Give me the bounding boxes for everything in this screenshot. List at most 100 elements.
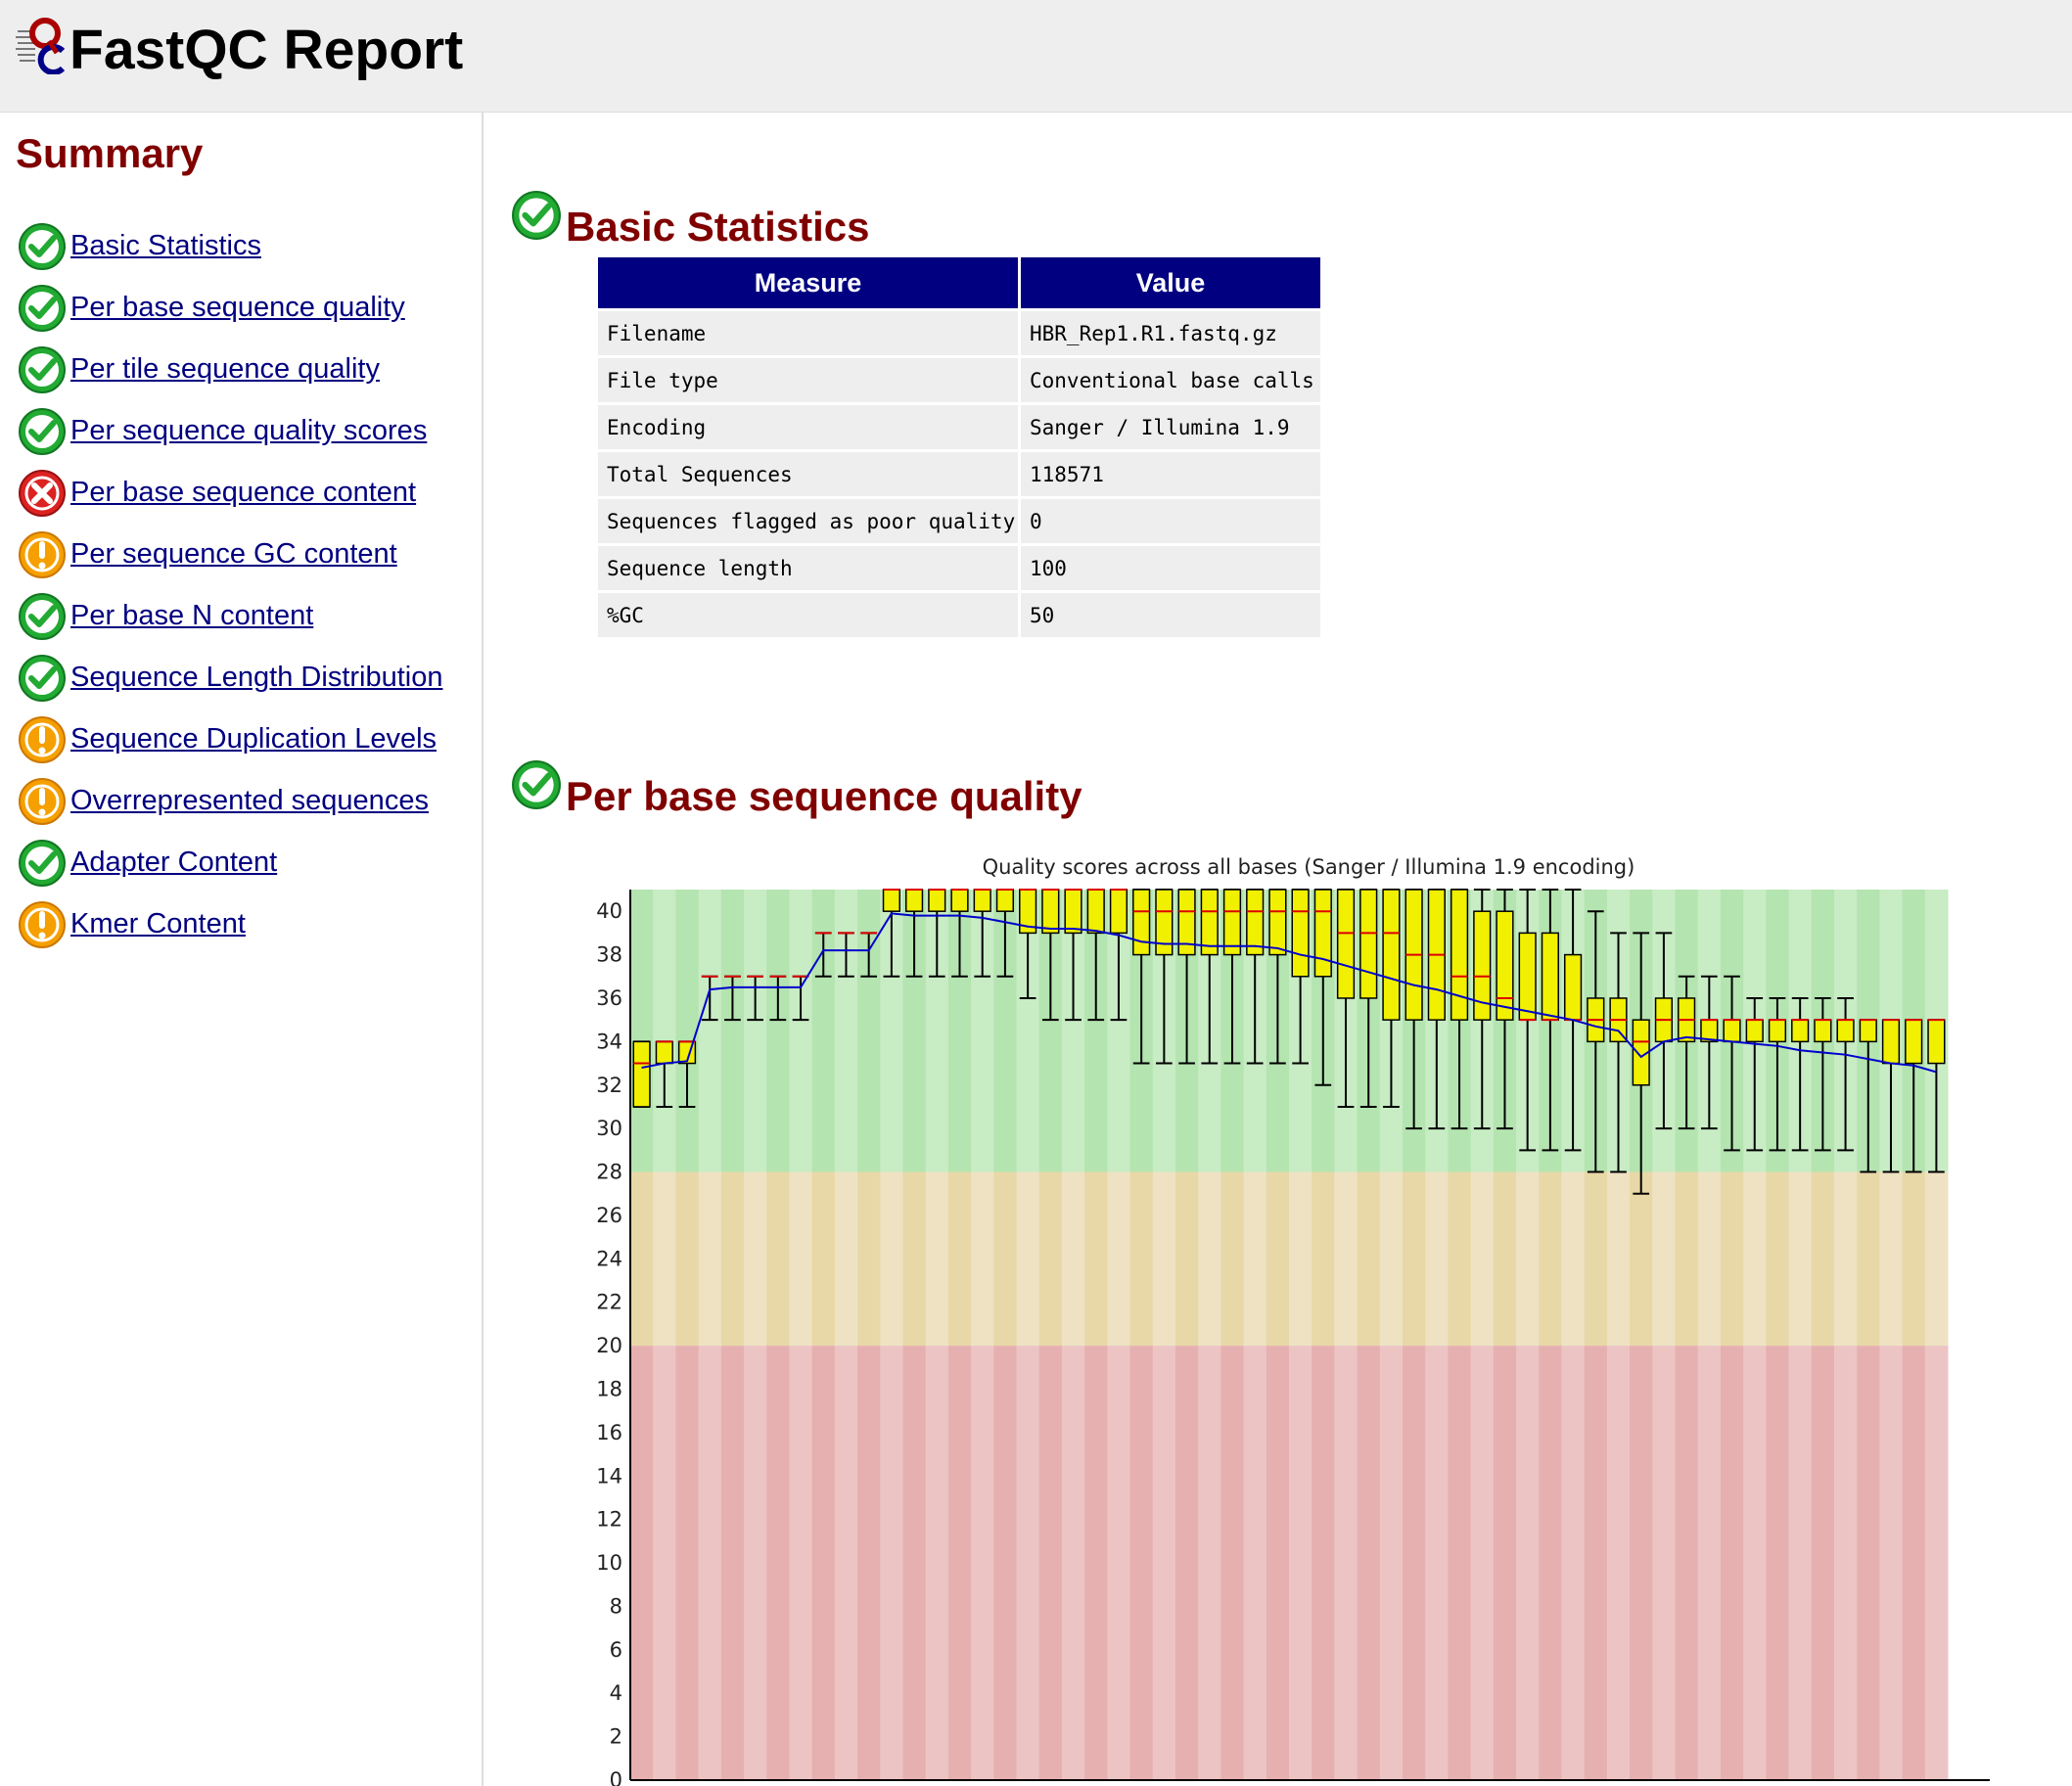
quartile-box: [1541, 932, 1559, 1021]
zone-band-reasonable: [1334, 1171, 1358, 1347]
summary-link[interactable]: Adapter Content: [70, 847, 278, 878]
y-tick-label: 12: [596, 1508, 622, 1532]
summary-link[interactable]: Per tile sequence quality: [70, 353, 380, 385]
table-row: Encoding Sanger / Illumina 1.9: [598, 405, 1320, 449]
zone-band-reasonable: [653, 1171, 676, 1347]
pass-icon: [512, 760, 561, 809]
zone-band-poor: [1198, 1346, 1221, 1780]
measure-cell: Sequence length: [598, 546, 1018, 590]
zone-band-poor: [1879, 1346, 1904, 1780]
zone-band-reasonable: [1539, 1171, 1562, 1347]
zone-band-poor: [902, 1346, 927, 1780]
zone-band-poor: [1061, 1346, 1085, 1780]
y-tick-label: 2: [610, 1725, 622, 1749]
quartile-box: [1791, 1019, 1810, 1043]
zone-band-poor: [1038, 1346, 1063, 1780]
summary-sidebar: Summary Basic Statistics Per base sequenc…: [0, 113, 483, 1786]
zone-band-reasonable: [1516, 1171, 1540, 1347]
summary-link[interactable]: Sequence Duplication Levels: [70, 723, 437, 755]
summary-link[interactable]: Kmer Content: [70, 908, 246, 939]
zone-band-good: [720, 890, 745, 1172]
zone-band-good: [1016, 890, 1040, 1172]
y-tick-label: 38: [596, 943, 622, 967]
zone-band-poor: [1811, 1346, 1835, 1780]
zone-band-poor: [1743, 1346, 1767, 1780]
value-cell: 118571: [1021, 452, 1320, 496]
zone-band-good: [1084, 890, 1108, 1172]
quartile-box: [1814, 1019, 1832, 1043]
summary-title: Summary: [16, 130, 204, 176]
zone-band-reasonable: [1084, 1171, 1108, 1347]
zone-band-reasonable: [1129, 1171, 1154, 1347]
zone-band-poor: [1833, 1346, 1858, 1780]
summary-link[interactable]: Per base sequence quality: [70, 292, 405, 323]
zone-band-reasonable: [720, 1171, 745, 1347]
zone-band-reasonable: [1470, 1171, 1495, 1347]
zone-band-reasonable: [1107, 1171, 1131, 1347]
quartile-box: [950, 889, 969, 912]
quartile-box: [928, 889, 946, 912]
y-tick-label: 26: [596, 1204, 622, 1227]
quartile-box: [1723, 1019, 1741, 1043]
summary-link[interactable]: Per base sequence content: [70, 477, 417, 508]
zone-band-good: [857, 890, 881, 1172]
quartile-box: [632, 1040, 651, 1108]
quartile-box: [1518, 932, 1537, 1021]
y-tick-label: 4: [610, 1681, 622, 1705]
value-cell: 100: [1021, 546, 1320, 590]
zone-band-reasonable: [902, 1171, 927, 1347]
zone-band-reasonable: [1584, 1171, 1608, 1347]
summary-link[interactable]: Per sequence quality scores: [70, 415, 428, 446]
zone-band-good: [630, 890, 654, 1172]
warn-icon: [19, 901, 66, 948]
zone-band-poor: [1448, 1346, 1472, 1780]
quartile-box: [1836, 1019, 1855, 1043]
zone-band-good: [902, 890, 927, 1172]
summary-link[interactable]: Sequence Length Distribution: [70, 662, 443, 693]
y-tick-label: 30: [596, 1117, 622, 1140]
zone-band-poor: [1652, 1346, 1677, 1780]
y-tick-label: 20: [596, 1334, 622, 1357]
y-tick-label: 18: [596, 1377, 622, 1400]
warn-icon: [19, 531, 66, 578]
zone-band-poor: [1857, 1346, 1880, 1780]
zone-band-reasonable: [1289, 1171, 1312, 1347]
summary-link[interactable]: Per sequence GC content: [70, 538, 397, 570]
quartile-box: [1336, 889, 1356, 999]
zone-band-poor: [1152, 1346, 1176, 1780]
quartile-box: [1359, 889, 1378, 999]
quartile-box: [1927, 1019, 1946, 1065]
zone-band-reasonable: [1697, 1171, 1722, 1347]
measure-cell: Total Sequences: [598, 452, 1018, 496]
zone-band-poor: [993, 1346, 1018, 1780]
table-row: Sequence length 100: [598, 546, 1320, 590]
warn-icon: [19, 778, 66, 825]
zone-band-poor: [1084, 1346, 1108, 1780]
zone-band-poor: [1357, 1346, 1381, 1780]
pass-icon: [19, 655, 66, 702]
y-tick-label: 36: [596, 986, 622, 1010]
zone-band-reasonable: [1833, 1171, 1858, 1347]
column-header-value: Value: [1021, 257, 1320, 308]
summary-link[interactable]: Per base N content: [70, 600, 314, 631]
zone-band-reasonable: [971, 1171, 994, 1347]
quartile-box: [1881, 1019, 1901, 1065]
zone-band-reasonable: [1493, 1171, 1517, 1347]
zone-band-poor: [834, 1346, 858, 1780]
quartile-box: [1086, 889, 1105, 935]
zone-band-reasonable: [1061, 1171, 1085, 1347]
pass-icon: [19, 346, 66, 393]
quartile-box: [1064, 889, 1082, 935]
zone-band-reasonable: [925, 1171, 949, 1347]
y-tick-label: 16: [596, 1421, 622, 1444]
y-tick-label: 8: [610, 1594, 622, 1618]
summary-link[interactable]: Overrepresented sequences: [70, 785, 429, 816]
report-header: FastQC Report: [0, 0, 2072, 113]
summary-link[interactable]: Basic Statistics: [70, 230, 261, 261]
measure-cell: Filename: [598, 311, 1018, 355]
zone-band-good: [811, 890, 836, 1172]
quartile-box: [995, 889, 1015, 912]
quartile-box: [1109, 889, 1128, 935]
zone-band-poor: [1584, 1346, 1608, 1780]
mean-line: [641, 912, 1937, 1074]
